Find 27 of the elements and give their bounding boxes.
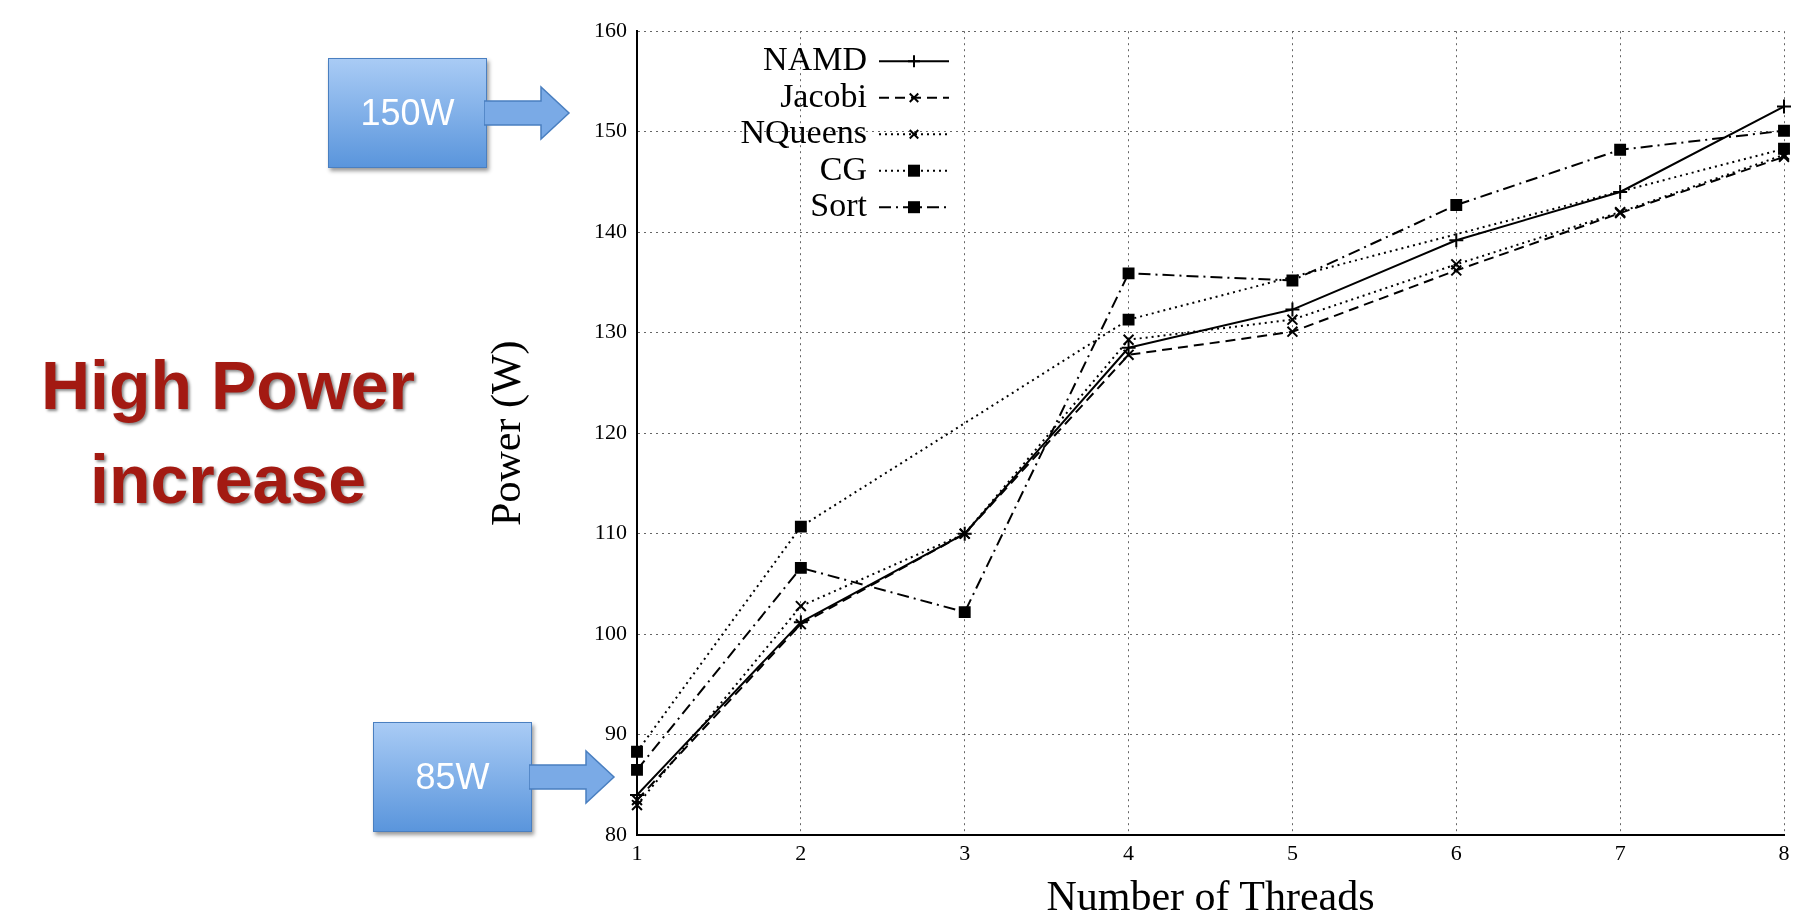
callout-box: 150W bbox=[328, 58, 487, 168]
callout-box: 85W bbox=[373, 722, 532, 832]
x-tick-label: 8 bbox=[1778, 840, 1790, 866]
y-axis-title: Power (W) bbox=[483, 340, 531, 526]
x-tick-label: 1 bbox=[631, 840, 643, 866]
y-tick-label: 100 bbox=[594, 619, 627, 645]
x-tick-label: 2 bbox=[795, 840, 807, 866]
x-axis-title: Number of Threads bbox=[1046, 872, 1375, 919]
x-tick-label: 6 bbox=[1450, 840, 1462, 866]
y-tick-label: 140 bbox=[594, 217, 627, 243]
y-tick-label: 90 bbox=[605, 720, 627, 746]
legend-label: Sort bbox=[810, 186, 868, 224]
y-tick-label: 150 bbox=[594, 117, 627, 143]
legend-label: NAMD bbox=[763, 40, 867, 78]
x-tick-label: 3 bbox=[959, 840, 971, 866]
y-tick-label: 80 bbox=[605, 820, 627, 846]
legend-label: CG bbox=[819, 149, 867, 187]
y-tick-label: 160 bbox=[594, 16, 627, 42]
text: High Power increase bbox=[39, 346, 416, 519]
y-tick-label: 110 bbox=[594, 519, 627, 545]
x-tick-label: 5 bbox=[1286, 840, 1298, 866]
x-tick-label: 4 bbox=[1123, 840, 1135, 866]
y-tick-label: 120 bbox=[594, 418, 627, 444]
legend-label: Jacobi bbox=[780, 76, 867, 114]
x-tick-label: 7 bbox=[1614, 840, 1626, 866]
legend-label: NQueens bbox=[740, 113, 867, 151]
y-tick-label: 130 bbox=[594, 318, 627, 344]
